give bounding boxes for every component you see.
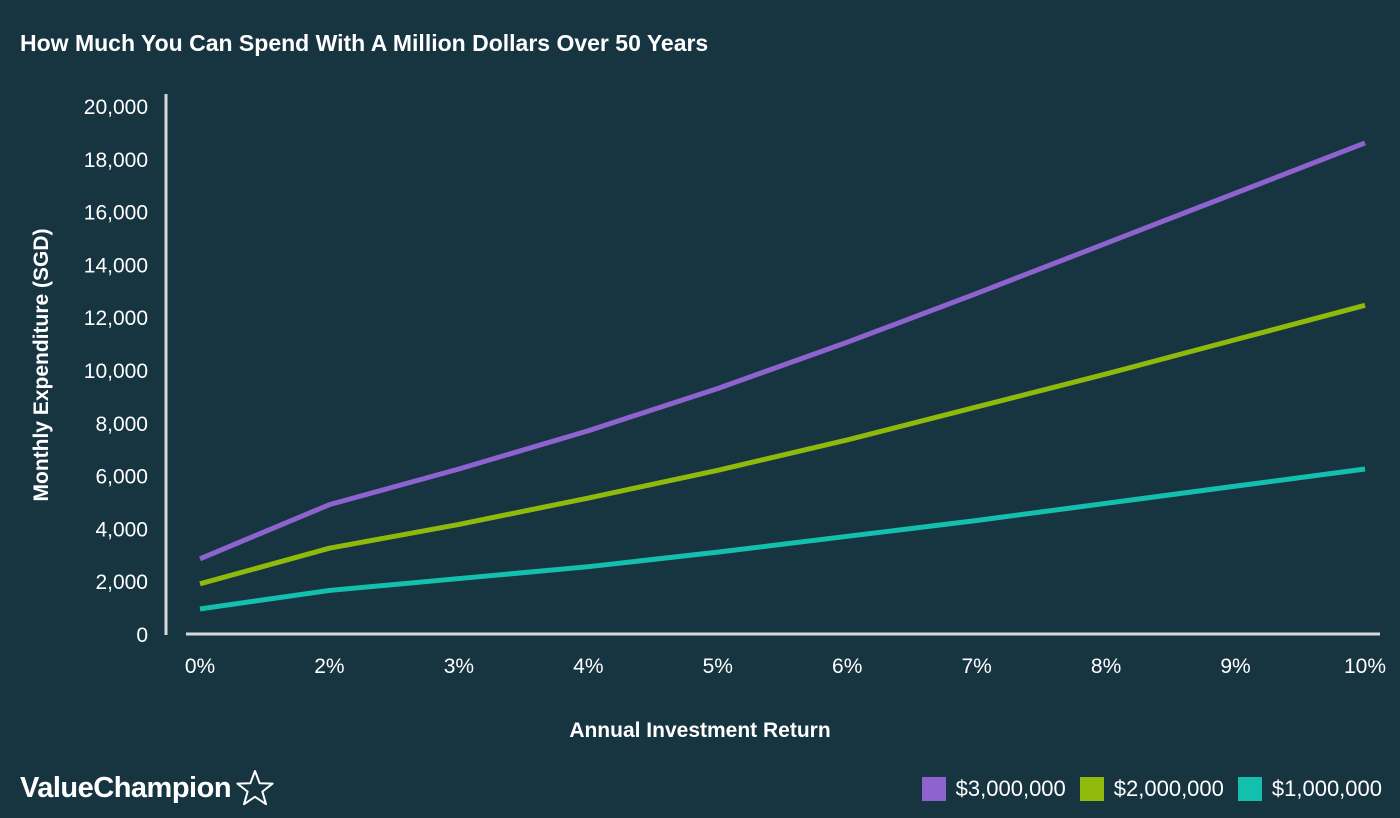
- y-tick-label: 16,000: [84, 202, 148, 225]
- y-tick-label: 6,000: [95, 466, 148, 489]
- y-axis-label: Monthly Expenditure (SGD): [30, 229, 53, 502]
- series-line: [199, 302, 1366, 587]
- y-tick-label: 2,000: [95, 571, 148, 594]
- legend-label: $3,000,000: [955, 776, 1066, 801]
- chart-legend: $3,000,000 $2,000,000 $1,000,000: [921, 776, 1382, 802]
- y-tick-label: 14,000: [84, 254, 148, 277]
- x-tick-label: 9%: [1220, 655, 1250, 678]
- x-tick-label: 7%: [961, 655, 991, 678]
- x-tick-label: 0%: [185, 655, 215, 678]
- brand-logo: ValueChampion: [20, 768, 275, 808]
- x-axis-ticks: 0% 2% 3% 4% 5% 6% 7% 8% 9% 10%: [185, 655, 1386, 678]
- x-tick-label: 2%: [314, 655, 344, 678]
- x-tick-label: 4%: [573, 655, 603, 678]
- x-tick-label: 8%: [1091, 655, 1121, 678]
- legend-swatch: [1237, 777, 1262, 801]
- legend-label: $1,000,000: [1271, 776, 1382, 801]
- series-line: [199, 466, 1366, 612]
- x-tick-label: 10%: [1344, 655, 1386, 678]
- y-tick-label: 4,000: [95, 518, 148, 541]
- legend-swatch: [1079, 777, 1104, 801]
- y-tick-label: 8,000: [95, 413, 148, 436]
- y-tick-label: 20,000: [84, 96, 148, 119]
- series-line: [199, 140, 1366, 562]
- x-tick-label: 6%: [832, 655, 862, 678]
- legend-item: $3,000,000: [921, 776, 1066, 802]
- x-tick-label: 5%: [703, 655, 733, 678]
- y-tick-label: 18,000: [84, 149, 148, 172]
- series-lines: [199, 140, 1366, 612]
- legend-swatch: [921, 777, 946, 801]
- brand-name: ValueChampion: [20, 771, 232, 804]
- legend-label: $2,000,000: [1113, 776, 1224, 801]
- y-axis-ticks: 0 2,000 4,000 6,000 8,000 10,000 12,000 14,000 1…: [84, 96, 148, 647]
- legend-item: $1,000,000: [1237, 776, 1382, 802]
- y-tick-label: 12,000: [84, 307, 148, 330]
- legend-item: $2,000,000: [1079, 776, 1224, 802]
- star-outline-icon: [236, 770, 274, 806]
- chart-title: How Much You Can Spend With A Million Do…: [20, 30, 709, 56]
- x-axis-label: Annual Investment Return: [569, 719, 830, 742]
- y-tick-label: 0: [136, 624, 148, 647]
- x-tick-label: 3%: [444, 655, 474, 678]
- y-tick-label: 10,000: [84, 360, 148, 383]
